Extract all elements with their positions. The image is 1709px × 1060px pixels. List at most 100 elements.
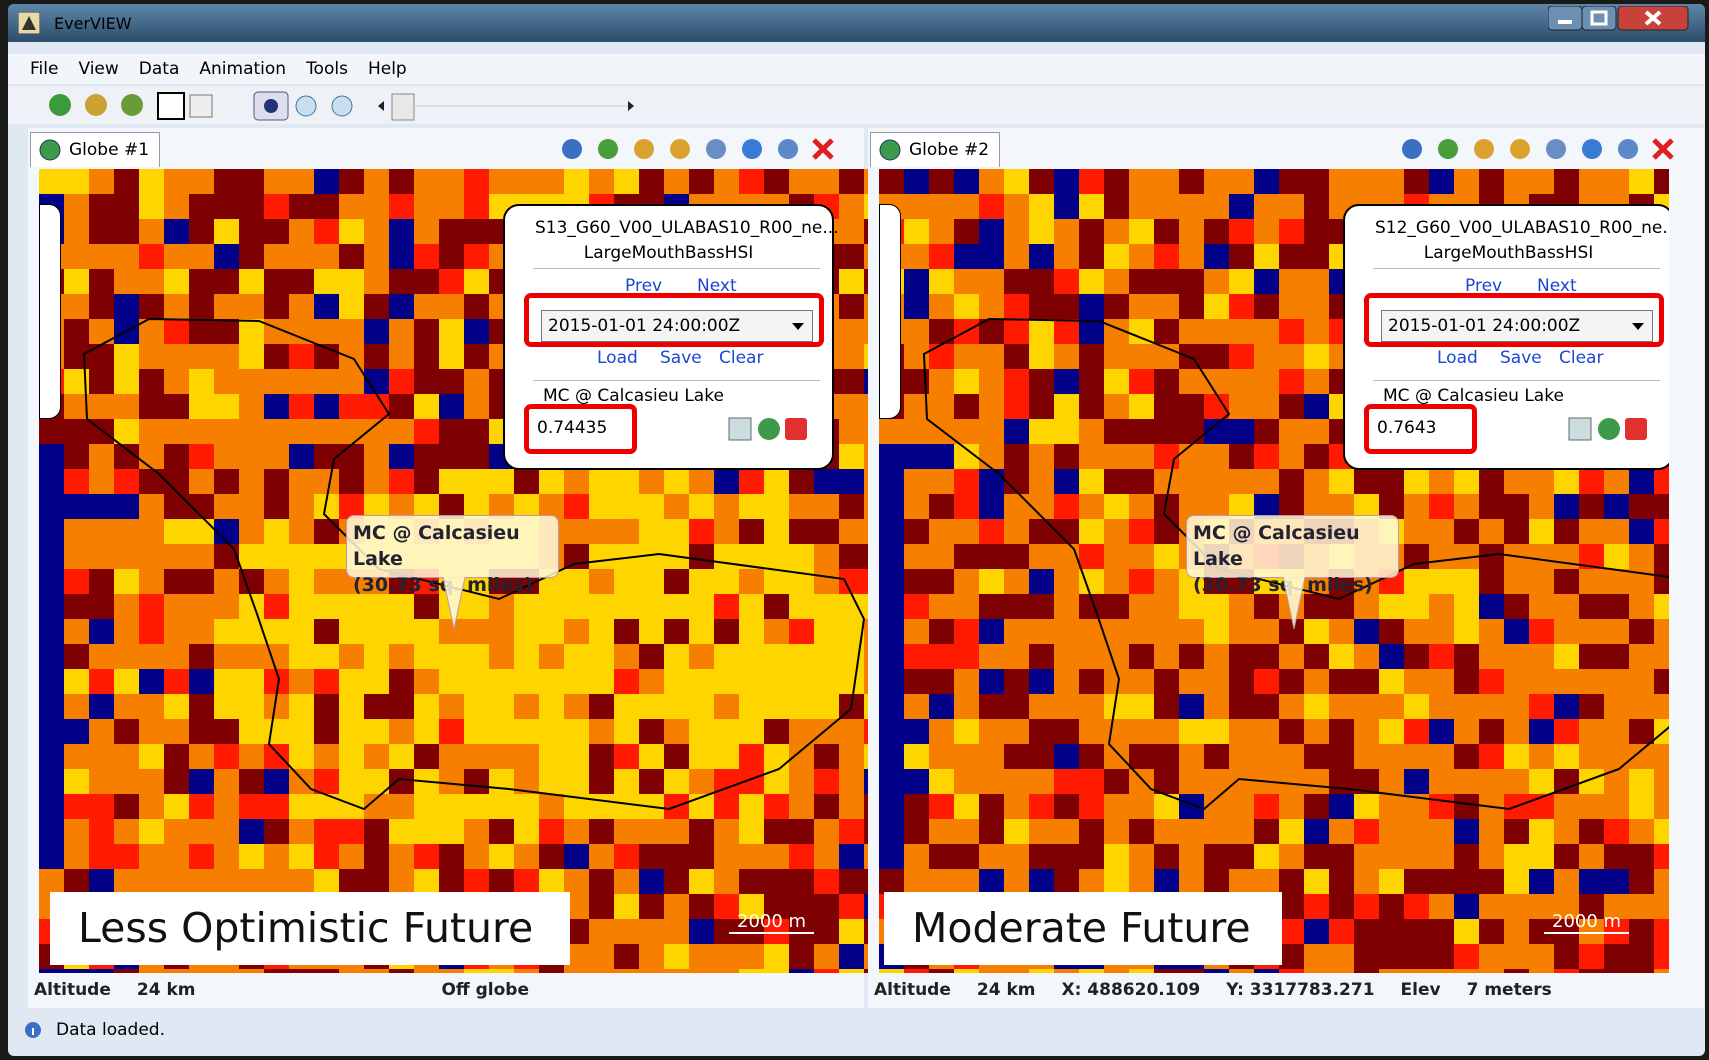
map-cell <box>64 719 89 744</box>
globe-tab[interactable]: Globe #1 <box>30 132 161 167</box>
map-cell <box>364 344 389 369</box>
menu-item[interactable]: View <box>78 59 119 79</box>
save-link[interactable]: Save <box>660 348 702 368</box>
delete-icon[interactable] <box>785 418 807 440</box>
menu-item[interactable]: Help <box>367 59 407 79</box>
window-controls[interactable] <box>1548 6 1698 34</box>
map-cell <box>464 769 489 794</box>
panel-tools[interactable] <box>1392 132 1692 166</box>
map-cell <box>464 394 489 419</box>
map-cell <box>264 819 289 844</box>
map-cell <box>214 644 239 669</box>
prev-link[interactable]: Prev <box>1465 276 1503 292</box>
map-cell <box>1579 469 1604 494</box>
map-cell <box>439 819 464 844</box>
tool-icon[interactable] <box>1402 139 1422 159</box>
map-cell <box>689 569 714 594</box>
edit-icon[interactable] <box>728 417 752 441</box>
map-cell <box>689 494 714 519</box>
map-cell <box>1179 494 1204 519</box>
map-cell <box>839 819 864 844</box>
map-cell <box>164 694 189 719</box>
tool-icon[interactable] <box>1546 139 1566 159</box>
load-link[interactable]: Load <box>597 348 638 368</box>
menu-item[interactable]: File <box>30 59 59 79</box>
clear-link[interactable]: Clear <box>1559 348 1604 368</box>
map-cell <box>1454 844 1479 869</box>
tool-icon[interactable] <box>1618 139 1638 159</box>
region-tools[interactable] <box>727 414 817 444</box>
tool-icon[interactable] <box>670 139 690 159</box>
map-cell <box>464 719 489 744</box>
region-tools[interactable] <box>1567 414 1657 444</box>
side-tab[interactable] <box>39 204 61 419</box>
map-cell <box>39 169 64 194</box>
next-link[interactable]: Next <box>1537 276 1577 292</box>
map-cell <box>414 819 439 844</box>
map-cell <box>1554 619 1579 644</box>
map-cell <box>114 794 139 819</box>
tool-icon[interactable] <box>742 139 762 159</box>
map-cell <box>1654 469 1669 494</box>
map-cell <box>1254 444 1279 469</box>
tool-icon[interactable] <box>1510 139 1530 159</box>
map-cell <box>1554 694 1579 719</box>
map-cell <box>689 594 714 619</box>
tool-icon[interactable] <box>706 139 726 159</box>
time-dropdown[interactable]: 2015-01-01 24:00:00Z <box>541 310 813 342</box>
map-cell <box>364 469 389 494</box>
map-cell <box>289 169 314 194</box>
tool-icon[interactable] <box>1438 139 1458 159</box>
map-cell <box>764 494 789 519</box>
delete-icon[interactable] <box>1625 418 1647 440</box>
map-cell <box>1029 369 1054 394</box>
map-cell <box>89 519 114 544</box>
close-icon[interactable] <box>1652 138 1674 160</box>
map-cell <box>164 169 189 194</box>
clear-link[interactable]: Clear <box>719 348 764 368</box>
map-cell <box>814 169 839 194</box>
globe-icon-shape[interactable] <box>758 418 780 440</box>
map-cell <box>464 319 489 344</box>
map-cell <box>439 469 464 494</box>
globe-icon-shape[interactable] <box>1598 418 1620 440</box>
map-cell <box>1304 619 1329 644</box>
prev-link[interactable]: Prev <box>625 276 663 292</box>
map-cell <box>904 219 929 244</box>
tool-icon[interactable] <box>1474 139 1494 159</box>
map-cell <box>314 394 339 419</box>
map-cell <box>214 494 239 519</box>
edit-icon[interactable] <box>1568 417 1592 441</box>
map-cell <box>139 369 164 394</box>
map-cell <box>1104 244 1129 269</box>
load-link[interactable]: Load <box>1437 348 1478 368</box>
tool-icon[interactable] <box>1582 139 1602 159</box>
menu-item[interactable]: Tools <box>306 59 348 79</box>
map-cell <box>364 319 389 344</box>
globe-tab[interactable]: Globe #2 <box>870 132 1001 167</box>
tool-icon[interactable] <box>562 139 582 159</box>
panel-tools[interactable] <box>552 132 852 166</box>
tool-icon[interactable] <box>778 139 798 159</box>
map-cell <box>439 244 464 269</box>
map-cell <box>489 719 514 744</box>
map-cell <box>1529 669 1554 694</box>
map-cell <box>264 369 289 394</box>
menu-item[interactable]: Animation <box>199 59 287 79</box>
tool-icon[interactable] <box>634 139 654 159</box>
close-icon[interactable] <box>812 138 834 160</box>
side-tab[interactable] <box>879 204 901 419</box>
map-cell <box>489 744 514 769</box>
map-cell <box>589 469 614 494</box>
map-cell <box>1104 269 1129 294</box>
time-dropdown[interactable]: 2015-01-01 24:00:00Z <box>1381 310 1653 342</box>
map-cell <box>814 969 839 973</box>
tool-icon[interactable] <box>598 139 618 159</box>
map-cell <box>164 769 189 794</box>
map-cell <box>664 619 689 644</box>
menu-item[interactable]: Data <box>138 59 180 79</box>
map-cell <box>1304 394 1329 419</box>
next-link[interactable]: Next <box>697 276 737 292</box>
save-link[interactable]: Save <box>1500 348 1542 368</box>
map-cell <box>839 944 864 969</box>
